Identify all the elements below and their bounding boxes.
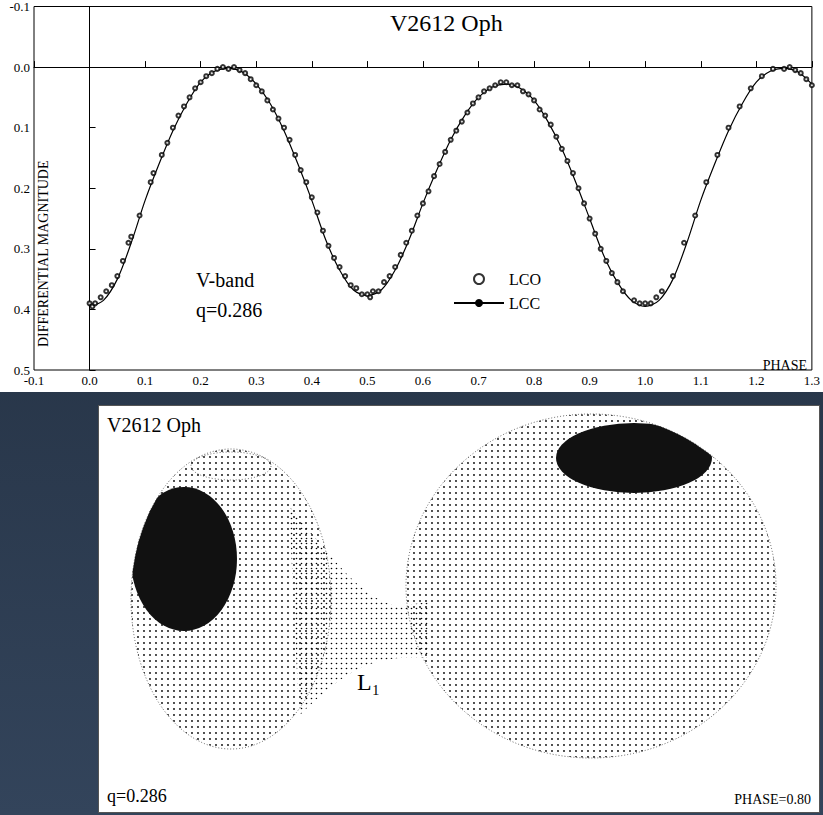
svg-text:0.0: 0.0 [81, 373, 97, 388]
svg-text:LCC: LCC [509, 295, 540, 312]
svg-text:1.2: 1.2 [748, 373, 764, 388]
svg-text:1.1: 1.1 [693, 373, 709, 388]
svg-text:1.3: 1.3 [804, 373, 820, 388]
svg-text:0.3: 0.3 [248, 373, 264, 388]
svg-text:0.3: 0.3 [14, 241, 30, 256]
svg-text:0.2: 0.2 [14, 181, 30, 196]
svg-text:0.4: 0.4 [14, 302, 31, 317]
svg-text:0.7: 0.7 [470, 373, 487, 388]
svg-text:-0.1: -0.1 [9, 0, 30, 14]
svg-text:0.9: 0.9 [582, 373, 598, 388]
svg-text:0.1: 0.1 [137, 373, 153, 388]
svg-text:PHASE: PHASE [763, 358, 807, 373]
svg-text:0.0: 0.0 [14, 60, 30, 75]
svg-text:0.1: 0.1 [14, 120, 30, 135]
svg-text:-0.1: -0.1 [24, 373, 45, 388]
svg-text:PHASE=0.80: PHASE=0.80 [734, 792, 811, 807]
svg-text:0.8: 0.8 [526, 373, 542, 388]
svg-text:0.4: 0.4 [304, 373, 321, 388]
svg-text:0.5: 0.5 [359, 373, 375, 388]
svg-text:V2612 Oph: V2612 Oph [107, 414, 201, 437]
svg-text:0.5: 0.5 [13, 362, 30, 378]
svg-text:V2612 Oph: V2612 Oph [390, 10, 503, 36]
svg-text:V-band: V-band [196, 269, 254, 291]
svg-text:1.0: 1.0 [637, 373, 653, 388]
svg-text:DIFFERENTIAL MAGNITUDE: DIFFERENTIAL MAGNITUDE [36, 161, 51, 348]
svg-text:q=0.286: q=0.286 [196, 299, 262, 322]
svg-text:q=0.286: q=0.286 [107, 786, 167, 806]
svg-text:0.2: 0.2 [193, 373, 209, 388]
svg-text:L₁: L₁ [357, 669, 380, 695]
svg-text:0.6: 0.6 [415, 373, 432, 388]
svg-text:LCO: LCO [509, 271, 541, 288]
